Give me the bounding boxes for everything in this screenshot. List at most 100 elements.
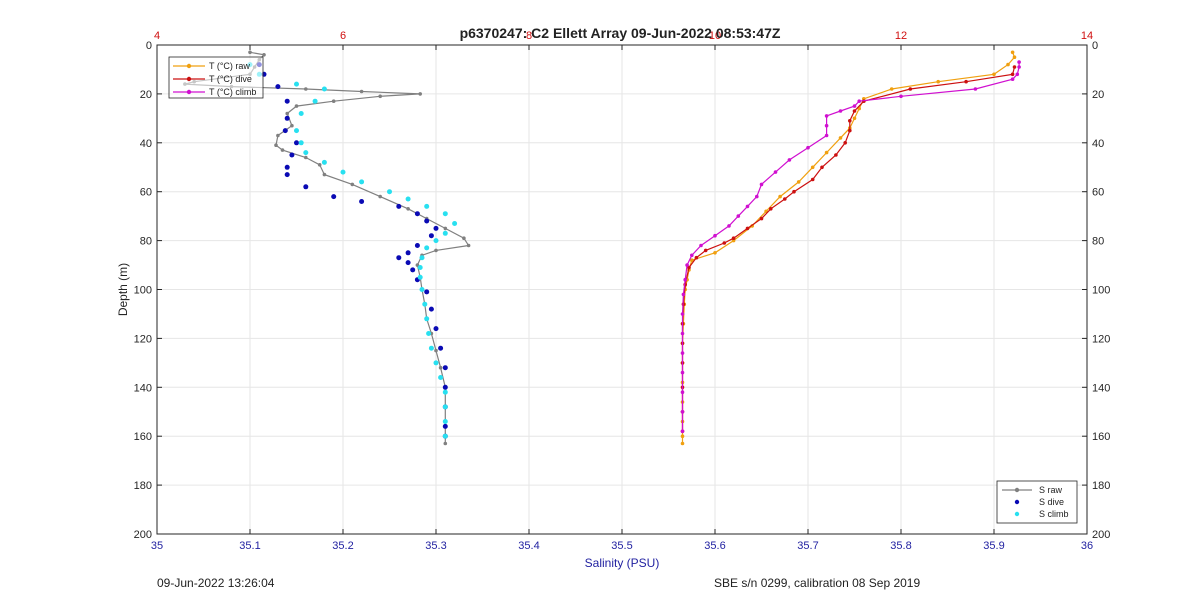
data-point <box>792 189 796 194</box>
data-point <box>889 87 894 91</box>
data-point <box>806 145 810 150</box>
data-point <box>424 289 430 295</box>
data-point <box>722 241 727 245</box>
y-tick-label-right: 80 <box>1092 236 1104 248</box>
legend-swatch-marker <box>1014 511 1020 517</box>
data-point <box>442 384 448 390</box>
data-point <box>745 204 750 209</box>
data-point <box>694 255 699 260</box>
data-point <box>442 404 448 410</box>
data-point <box>1017 60 1021 64</box>
y-tick-label-right: 160 <box>1092 431 1110 443</box>
data-point <box>699 243 703 248</box>
data-point <box>304 155 308 160</box>
data-point <box>248 50 252 55</box>
y-tick-label-right: 20 <box>1092 89 1104 101</box>
data-point <box>428 233 434 239</box>
data-point <box>396 255 402 261</box>
legend-salinity-entry: S dive <box>1039 497 1064 507</box>
data-point <box>731 236 736 240</box>
data-point <box>350 182 355 187</box>
legend-temperature-box <box>168 56 264 99</box>
data-point <box>848 128 852 133</box>
data-point <box>787 158 792 162</box>
data-point <box>406 207 410 211</box>
data-point <box>414 211 420 217</box>
data-point <box>820 165 824 170</box>
data-point <box>680 351 685 355</box>
x-top-tick-label: 8 <box>526 30 532 42</box>
data-point <box>378 194 383 199</box>
legend-swatch-marker <box>186 76 192 82</box>
x-tick-label: 36 <box>1081 540 1093 552</box>
legend-temperature-entry: T (°C) climb <box>209 87 256 97</box>
data-point <box>452 221 458 226</box>
x-axis-label: Salinity (PSU) <box>585 556 660 570</box>
data-point <box>1012 55 1017 59</box>
data-point <box>294 140 299 146</box>
data-point <box>824 114 829 118</box>
x-tick-label: 35.2 <box>332 540 353 552</box>
data-point <box>417 274 423 280</box>
data-point <box>727 224 731 228</box>
legend-swatch-marker <box>186 63 192 69</box>
legend-temperature-entry: T (°C) raw <box>209 61 250 71</box>
y-tick-label: 120 <box>134 333 152 345</box>
x-top-tick-label: 4 <box>154 30 160 42</box>
data-point <box>285 111 290 116</box>
data-point <box>284 172 290 178</box>
legend-temperature-entry: T (°C) dive <box>209 74 252 84</box>
data-point <box>680 441 685 446</box>
x-top-tick-label: 14 <box>1081 30 1093 42</box>
y-tick-label: 180 <box>134 480 152 492</box>
data-point <box>680 429 685 434</box>
data-point <box>680 312 685 316</box>
data-point <box>417 265 423 270</box>
data-point <box>290 123 294 128</box>
series-s-dive <box>256 62 448 439</box>
data-point <box>419 255 425 261</box>
data-point <box>1010 77 1015 81</box>
data-point <box>687 265 691 270</box>
x-tick-label: 35.9 <box>983 540 1004 552</box>
legend-salinity-box <box>996 480 1078 524</box>
series-s-climb <box>247 62 458 439</box>
y-tick-label: 60 <box>140 187 152 199</box>
series-t-c-climb <box>680 60 1021 434</box>
data-point <box>442 433 448 439</box>
data-point <box>434 348 438 353</box>
data-point <box>843 141 847 145</box>
y-tick-label: 200 <box>134 529 152 541</box>
footer-calibration: SBE s/n 0299, calibration 08 Sep 2019 <box>714 576 921 590</box>
legend-salinity-entry: S climb <box>1039 509 1069 519</box>
data-point <box>359 89 364 94</box>
data-point <box>680 410 685 414</box>
data-point <box>396 203 402 209</box>
x-tick-label: 35.7 <box>797 540 818 552</box>
data-point <box>680 390 685 395</box>
data-point <box>824 123 829 128</box>
data-point <box>443 441 448 446</box>
data-point <box>359 199 365 204</box>
data-point <box>810 177 815 182</box>
data-point <box>294 128 299 134</box>
data-point <box>284 164 290 170</box>
data-point <box>824 150 829 155</box>
data-point <box>428 345 434 351</box>
data-point <box>442 365 448 371</box>
y-tick-label-right: 200 <box>1092 529 1110 541</box>
data-point <box>433 326 439 332</box>
data-point <box>443 226 448 231</box>
data-point <box>681 292 686 297</box>
series-line <box>681 52 1016 444</box>
x-top-tick-label: 6 <box>340 30 346 42</box>
y-tick-label-right: 40 <box>1092 138 1104 150</box>
data-point <box>759 182 764 187</box>
data-point <box>359 179 365 185</box>
data-point <box>282 128 288 134</box>
footer-timestamp: 09-Jun-2022 13:26:04 <box>157 576 275 590</box>
x-tick-label: 35.1 <box>239 540 260 552</box>
x-top-tick-label: 12 <box>895 30 907 42</box>
data-point <box>852 104 857 108</box>
data-point <box>317 163 322 167</box>
